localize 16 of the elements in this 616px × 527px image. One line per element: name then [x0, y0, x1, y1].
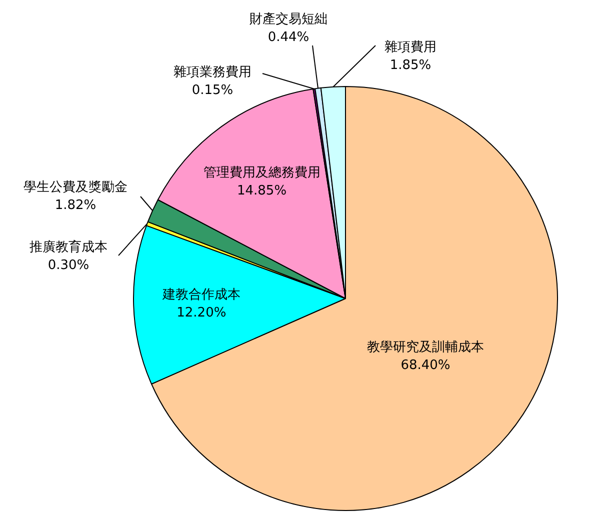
data-label: 14.85% — [236, 184, 287, 199]
slice-label: 管理費用及總務費用 — [203, 166, 320, 181]
slice-label: 教學研究及訓輔成本 — [367, 340, 484, 355]
slice-label: 學生公費及獎勵金 — [24, 180, 128, 195]
data-label: 0.15% — [192, 83, 234, 98]
data-label: 1.85% — [390, 58, 432, 73]
data-label: 0.44% — [268, 30, 310, 45]
slice-label: 推廣教育成本 — [30, 239, 108, 255]
data-label: 68.40% — [400, 358, 450, 373]
slice-label: 建教合作成本 — [161, 288, 240, 303]
slice-label: 雜項費用 — [384, 40, 436, 55]
data-label: 0.30% — [48, 258, 90, 273]
slice-label: 財產交易短絀 — [250, 11, 328, 27]
data-label: 1.82% — [54, 198, 96, 213]
data-label: 12.20% — [176, 306, 226, 321]
slice-label: 雜項業務費用 — [174, 65, 252, 80]
